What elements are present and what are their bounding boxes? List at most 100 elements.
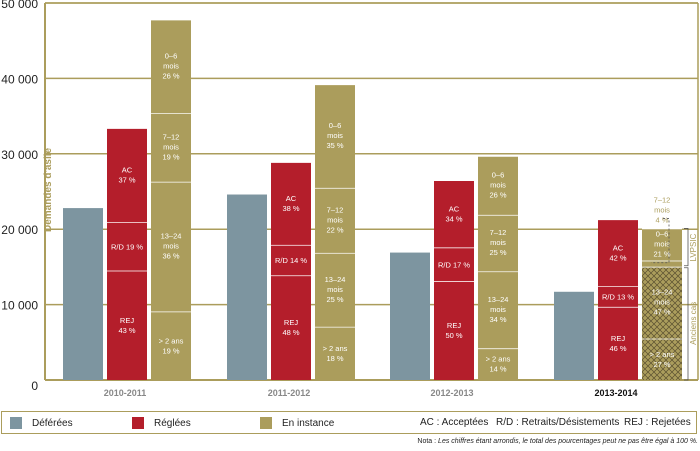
segment-label: 36 % <box>162 252 179 261</box>
segment-label: mois <box>654 205 670 214</box>
swatch <box>132 417 144 429</box>
bar-deferees <box>390 252 430 380</box>
bar-reglees-segment <box>107 128 147 223</box>
segment-label: R/D 14 % <box>275 256 307 265</box>
segment-label: mois <box>654 298 670 307</box>
segment-label: mois <box>327 285 343 294</box>
bar-instance-segment <box>642 228 682 261</box>
lvpsic-label: LVPSIC <box>689 233 698 261</box>
segment-label: mois <box>490 180 506 189</box>
segment-label: mois <box>163 61 179 70</box>
segment-label: AC <box>286 194 297 203</box>
bar-reglees-segment <box>271 275 311 380</box>
segment-label: 21 % <box>653 250 670 259</box>
bar-reglees-segment <box>271 244 311 276</box>
segment-label: mois <box>327 215 343 224</box>
chart: 0 10 000 20 000 30 000 40 000 50 000 Demandes … <box>1 0 699 398</box>
segment-label: R/D 13 % <box>602 293 634 302</box>
bar-instance-segment <box>151 19 191 114</box>
segment-label: 19 % <box>162 153 179 162</box>
segment-label: REJ <box>120 316 134 325</box>
segment-label: 0–6 <box>165 51 178 60</box>
bar-instance-segment <box>478 214 518 272</box>
bar-reglees-segment <box>271 162 311 245</box>
bar-deferees <box>63 208 103 380</box>
segment-label: 50 % <box>445 331 462 340</box>
bar-instance-segment <box>642 260 682 267</box>
y-tick-label: 40 000 <box>1 72 38 86</box>
segment-label: > 2 ans <box>323 344 348 353</box>
footnote: Nota : Les chiffres étant arrondis, le t… <box>417 438 698 445</box>
bar-reglees-segment <box>434 281 474 380</box>
segment-label: mois <box>490 305 506 314</box>
segment-label: > 2 ans <box>159 336 184 345</box>
segment-label: 22 % <box>326 225 343 234</box>
segment-label: 46 % <box>609 344 626 353</box>
segment-label: 0–6 <box>656 230 669 239</box>
segment-label: 4 % <box>656 215 669 224</box>
segment-label: 19 % <box>162 346 179 355</box>
segment-label: R/D 19 % <box>111 242 143 251</box>
bar-instance-segment <box>315 187 355 253</box>
x-tick-label: 2012-2013 <box>430 388 473 398</box>
segment-label: 48 % <box>282 328 299 337</box>
segment-label: AC <box>449 204 460 213</box>
segment-label: 18 % <box>326 354 343 363</box>
segment-label: AC <box>122 166 133 175</box>
bracket-lvpsic <box>684 228 689 267</box>
segment-label: 7–12 <box>163 133 180 142</box>
bar-reglees-segment <box>107 270 147 380</box>
legend-label: Réglées <box>154 417 191 429</box>
segment-label: mois <box>163 242 179 251</box>
y-tick-label: 10 000 <box>1 299 38 313</box>
y-tick-label: 20 000 <box>1 223 38 237</box>
segment-label: REJ <box>284 318 298 327</box>
legend-reglees: Réglées <box>132 417 191 429</box>
bar-instance-segment <box>478 156 518 215</box>
legend-ac: AC : Acceptées <box>420 417 488 428</box>
segment-label: 47 % <box>653 308 670 317</box>
segment-label: 0–6 <box>492 170 505 179</box>
bar-instance-segment <box>151 113 191 182</box>
legend-deferees: Déférées <box>10 417 73 429</box>
bar-reglees-segment <box>598 286 638 307</box>
segment-label: > 2 ans <box>486 355 511 364</box>
legend-label: En instance <box>282 417 335 429</box>
bar-reglees-segment <box>598 219 638 287</box>
legend-instance: En instance <box>260 417 334 429</box>
legend-rej: REJ : Rejetées <box>624 417 691 428</box>
segment-label: 13–24 <box>325 275 346 284</box>
x-tick-label: 2011-2012 <box>268 388 311 398</box>
segment-label: 13–24 <box>488 295 509 304</box>
segment-label: 7–12 <box>490 228 507 237</box>
legend-label: Déférées <box>32 417 73 429</box>
segment-label: 34 % <box>445 214 462 223</box>
segment-label: 43 % <box>118 326 135 335</box>
swatch <box>260 417 272 429</box>
bar-deferees <box>554 291 594 380</box>
segment-label: 35 % <box>326 141 343 150</box>
bar-deferees <box>227 194 267 380</box>
segment-label: 25 % <box>326 295 343 304</box>
segment-label: mois <box>327 131 343 140</box>
legend-label: REJ : Rejetées <box>624 417 691 428</box>
segment-label: 0–6 <box>329 121 342 130</box>
bar-instance-segment <box>151 181 191 312</box>
bar-instance-segment <box>315 252 355 327</box>
segment-label: AC <box>613 243 624 252</box>
segment-label: 13–24 <box>161 232 182 241</box>
bar-reglees-segment <box>434 180 474 248</box>
segment-label: 34 % <box>489 315 506 324</box>
segment-label: 26 % <box>489 190 506 199</box>
y-tick-label: 50 000 <box>1 0 38 11</box>
bar-instance-segment <box>478 271 518 349</box>
bracket-anciens <box>684 267 689 381</box>
bar-instance-segment <box>315 326 355 380</box>
x-tick-label: 2013-2014 <box>594 388 637 398</box>
segment-label: 14 % <box>489 365 506 374</box>
segment-label: 7–12 <box>654 195 671 204</box>
y-tick-label: 0 <box>31 379 38 393</box>
bar-instance-segment <box>478 348 518 380</box>
bar-reglees-segment <box>598 306 638 380</box>
segment-label: 25 % <box>489 248 506 257</box>
